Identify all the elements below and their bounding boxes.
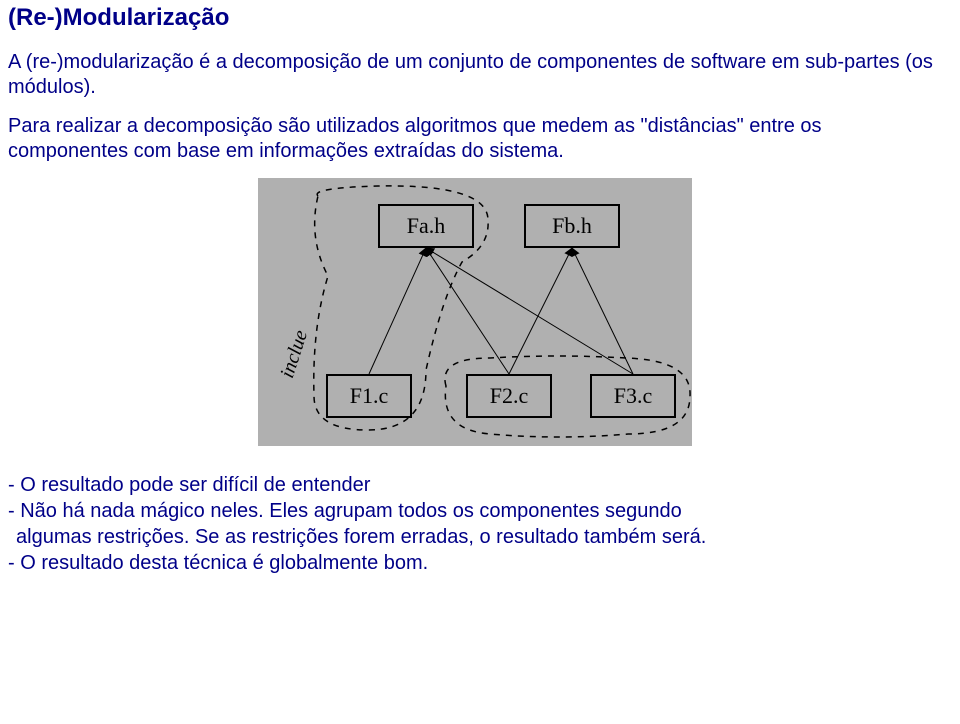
bullet-2: - Não há nada mágico neles. Eles agrupam… (8, 498, 942, 524)
conclusions: - O resultado pode ser difícil de entend… (8, 472, 942, 576)
edge-f1c-fah (369, 248, 426, 374)
intro-paragraph-2: Para realizar a decomposição são utiliza… (8, 114, 942, 164)
bullet-1: - O resultado pode ser difícil de entend… (8, 472, 942, 498)
intro-paragraph-1: A (re-)modularização é a decomposição de… (8, 50, 942, 100)
bullet-2-cont: algumas restrições. Se as restrições for… (8, 524, 942, 550)
node-f1c: F1.c (326, 374, 412, 418)
node-f2c: F2.c (466, 374, 552, 418)
diagram-container: inclue Fa.hFb.hF1.cF2.cF3.c (8, 178, 942, 446)
module-diagram: inclue Fa.hFb.hF1.cF2.cF3.c (258, 178, 692, 446)
node-f3c: F3.c (590, 374, 676, 418)
edge-f2c-fbh (509, 248, 572, 374)
node-fbh: Fb.h (524, 204, 620, 248)
bullet-3: - O resultado desta técnica é globalment… (8, 550, 942, 576)
page-title: (Re-)Modularização (8, 4, 942, 32)
page: (Re-)Modularização A (re-)modularização … (0, 0, 960, 576)
node-fah: Fa.h (378, 204, 474, 248)
edge-f2c-fah (426, 248, 509, 374)
